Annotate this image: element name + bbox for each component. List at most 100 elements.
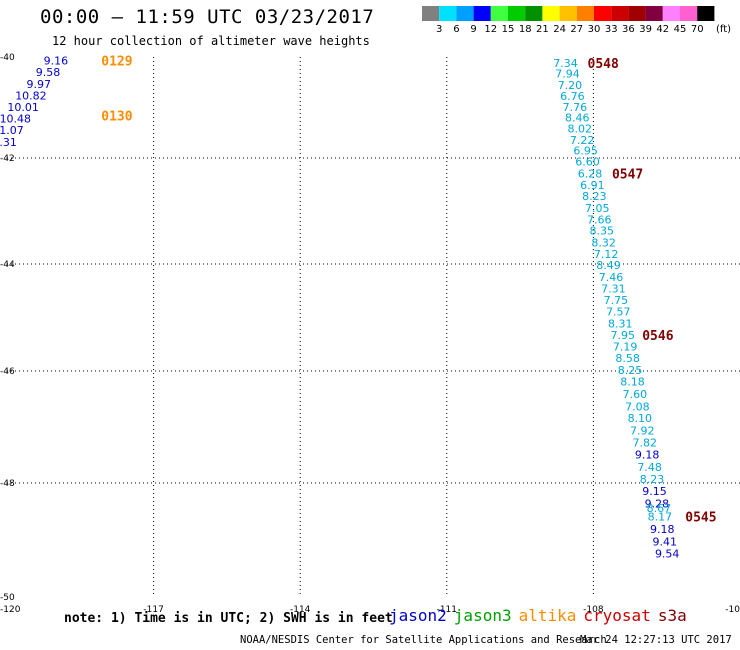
color-bin (508, 6, 526, 21)
swh-value: 8.02 (567, 123, 592, 136)
swh-value: 8.10 (628, 412, 653, 425)
footer-timestamp: Mar 24 12:27:13 UTC 2017 (580, 634, 732, 646)
color-unit-label: (ft) (716, 24, 731, 35)
pass-time-label: 0545 (685, 511, 716, 526)
swh-value: 8.49 (596, 259, 621, 272)
latitude-tick-label: -44 (0, 260, 15, 270)
swh-value: 8.31 (608, 317, 633, 330)
color-bin (697, 6, 715, 21)
swh-value: 9.18 (650, 523, 675, 536)
color-bin (628, 6, 646, 21)
swh-value: 6.76 (560, 90, 585, 103)
pass-time-label: 0548 (588, 57, 619, 72)
swh-value: 9.18 (635, 448, 660, 461)
swh-value: 7.66 (587, 213, 612, 226)
page-subtitle: 12 hour collection of altimeter wave hei… (52, 34, 370, 48)
color-bin-label: 33 (605, 24, 618, 35)
swh-value: 9.58 (36, 66, 61, 79)
swh-value: 10.48 (0, 113, 31, 126)
swh-value: 11.31 (0, 136, 17, 149)
swh-value: 7.60 (623, 388, 648, 401)
swh-value: 7.31 (601, 283, 626, 296)
color-bin-label: 36 (622, 24, 635, 35)
longitude-tick-label: -120 (0, 605, 21, 615)
legend-item-jason3: jason3 (453, 606, 512, 625)
swh-value: 7.08 (625, 400, 650, 413)
swh-value: 11.07 (0, 124, 24, 137)
color-scale-bar: 3 6 9 12 15 18 21 24 27 30 33 36 39 42 45 70 (ft) (422, 6, 731, 35)
swh-value: 7.92 (630, 424, 655, 437)
satellite-legend: jason2 jason3 altika cryosat s3a (389, 606, 694, 625)
swh-value: 8.58 (615, 352, 640, 365)
swh-value: 7.22 (570, 134, 595, 147)
swh-value: 10.82 (15, 89, 47, 102)
page-title: 00:00 – 11:59 UTC 03/23/2017 (40, 6, 375, 28)
color-bin-label: 18 (519, 24, 532, 35)
swh-value: 8.23 (582, 190, 607, 203)
swh-value: 7.95 (610, 329, 635, 342)
map-gridlines (7, 57, 740, 597)
legend-item-cryosat: cryosat (583, 606, 651, 625)
color-bin-label: 27 (570, 24, 583, 35)
map-tick-labels: -120 -117 -114 -111 -108 -10-40-42-44-46-48-5… (0, 53, 740, 615)
swh-value: 6.95 (573, 144, 598, 157)
color-bin (422, 6, 440, 21)
swh-value: 7.57 (606, 306, 631, 319)
latitude-tick-label: -40 (0, 53, 15, 63)
swh-value: 9.41 (652, 536, 677, 549)
color-bin (490, 6, 508, 21)
swh-value: 8.23 (640, 473, 665, 486)
latitude-tick-label: -48 (0, 479, 15, 489)
time-labels: 0129 0130 0548 0547 0546 0545 (101, 55, 716, 526)
color-bin (662, 6, 680, 21)
swh-value: 7.05 (585, 202, 610, 215)
color-bin (439, 6, 457, 21)
color-bin (542, 6, 560, 21)
pass-time-label: 0130 (101, 110, 132, 125)
swh-value: 8.35 (589, 225, 614, 238)
swh-value: 8.67 (647, 502, 672, 515)
swh-value: 6.91 (580, 179, 605, 192)
swh-value: 8.18 (620, 376, 645, 389)
swh-value: 7.82 (632, 437, 657, 450)
color-bin (594, 6, 612, 21)
color-bin-label: 9 (470, 24, 476, 35)
swh-value: 10.01 (7, 101, 39, 114)
color-bin (680, 6, 698, 21)
color-bin (473, 6, 491, 21)
color-bin-label: 12 (484, 24, 497, 35)
swh-value: 7.76 (563, 101, 588, 114)
longitude-tick-label: -10 (725, 605, 740, 615)
legend-item-altika: altika (518, 606, 577, 625)
latitude-tick-label: -50 (0, 593, 15, 603)
swh-value: 7.46 (599, 271, 624, 284)
color-bin-label: 39 (639, 24, 652, 35)
swh-value: 7.75 (604, 294, 629, 307)
color-bin-label: 45 (674, 24, 687, 35)
pass-time-label: 0547 (612, 167, 643, 182)
swh-value: 8.17 (648, 511, 673, 524)
color-bin-label: 6 (453, 24, 459, 35)
color-bin-label: 70 (691, 24, 704, 35)
color-bin (525, 6, 543, 21)
pass-time-label: 0546 (642, 329, 673, 344)
swh-value: 7.48 (637, 461, 662, 474)
latitude-tick-label: -46 (0, 367, 15, 377)
color-bin-label: 24 (553, 24, 566, 35)
swh-value: 7.19 (613, 340, 638, 353)
legend-item-s3a: s3a (657, 606, 687, 625)
swh-value: 8.25 (618, 364, 643, 377)
swh-value: 8.46 (565, 112, 590, 125)
swh-value: 6.60 (575, 156, 600, 169)
color-bin (576, 6, 594, 21)
color-bin-label: 30 (588, 24, 601, 35)
color-bin (611, 6, 629, 21)
color-bin-label: 21 (536, 24, 549, 35)
swh-value: 9.15 (642, 485, 667, 498)
swh-value: 7.34 (553, 57, 578, 70)
color-bin-label: 15 (502, 24, 515, 35)
color-bin (456, 6, 474, 21)
swh-value: 7.12 (594, 248, 619, 261)
